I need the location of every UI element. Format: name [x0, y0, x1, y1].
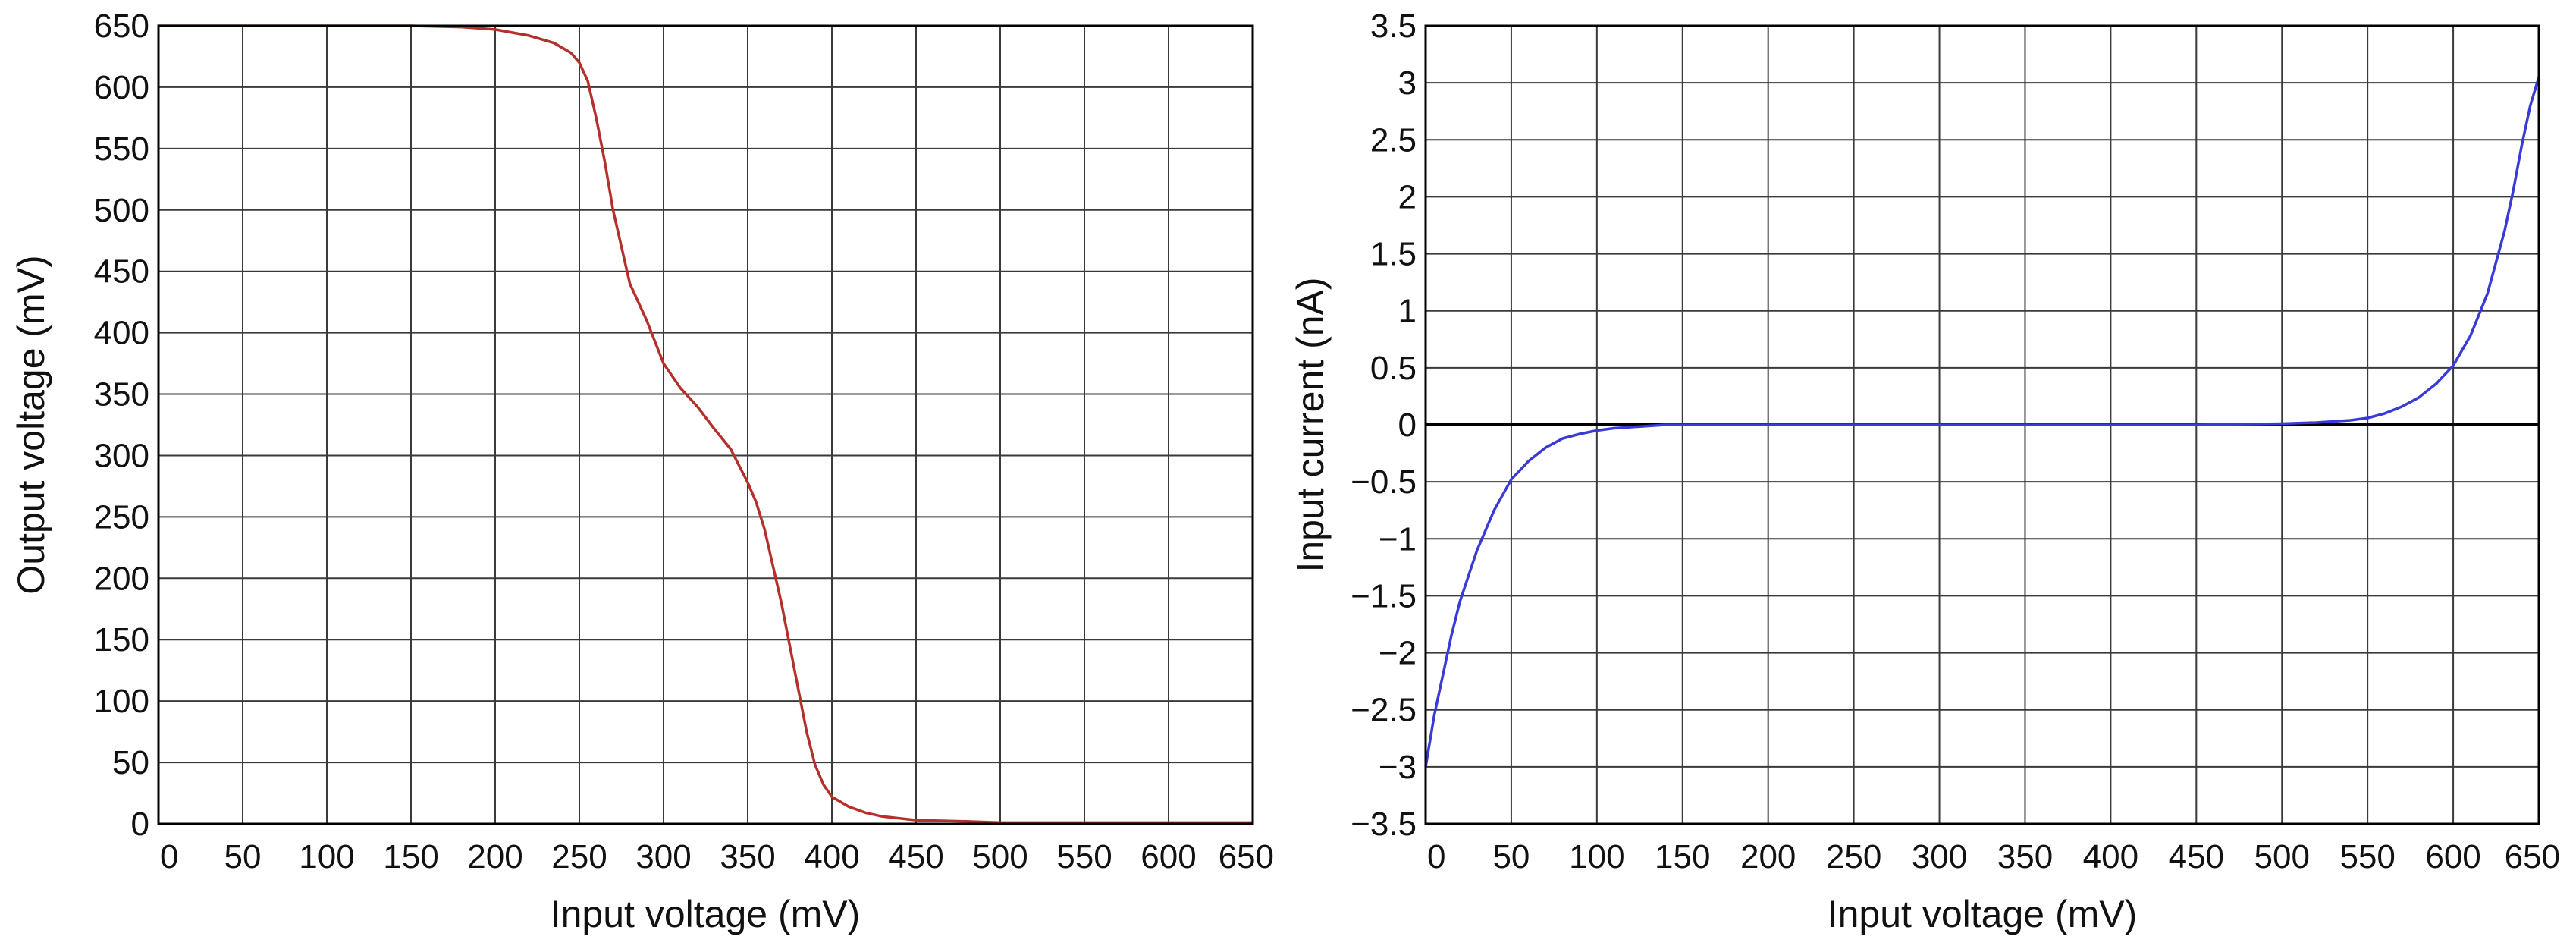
- y-axis-title: Input current (nA): [1289, 277, 1332, 572]
- y-tick-label: 350: [94, 376, 149, 413]
- x-tick-label: 500: [972, 838, 1028, 875]
- y-tick-label: −3.5: [1351, 806, 1417, 843]
- x-tick-label: 400: [804, 838, 859, 875]
- x-tick-label: 350: [720, 838, 775, 875]
- y-tick-label: 450: [94, 253, 149, 291]
- x-tick-label: 550: [2339, 838, 2395, 875]
- input-current-chart: 0 50 100 150 200 250 300 350 400 450 500 550 600 650 …: [1289, 8, 2560, 935]
- y-tick-label: 550: [94, 130, 149, 168]
- x-axis-title: Input voltage (mV): [551, 893, 861, 935]
- y-tick-label: 500: [94, 192, 149, 229]
- y-tick-label: 3.5: [1370, 8, 1417, 45]
- y-tick-label: −2.5: [1351, 692, 1417, 729]
- x-tick-label: 200: [467, 838, 522, 875]
- x-tick-label: 350: [1997, 838, 2053, 875]
- y-tick-label: 250: [94, 498, 149, 536]
- x-tick-label: 650: [1219, 838, 1274, 875]
- y-tick-label: 0: [1398, 407, 1417, 444]
- y-tick-label: 400: [94, 315, 149, 352]
- y-tick-label: 0: [131, 806, 149, 843]
- x-tick-label: 150: [1655, 838, 1710, 875]
- y-tick-label: 100: [94, 683, 149, 720]
- x-tick-label: 500: [2254, 838, 2310, 875]
- y-tick-label: 0.5: [1370, 350, 1417, 387]
- x-tick-label: 600: [1141, 838, 1196, 875]
- x-tick-label: 50: [224, 838, 262, 875]
- y-tick-label: 50: [112, 744, 149, 781]
- y-tick-label: −1.5: [1351, 577, 1417, 614]
- y-tick-label: 3: [1398, 64, 1417, 102]
- y-tick-label: −2: [1379, 635, 1417, 672]
- data-series-line: [1424, 77, 2540, 768]
- x-tick-label: 100: [1569, 838, 1624, 875]
- y-tick-label: 300: [94, 437, 149, 474]
- x-tick-label: 100: [299, 838, 354, 875]
- x-tick-label: 0: [1427, 838, 1445, 875]
- y-tick-label: 1: [1398, 293, 1417, 330]
- y-tick-label: 2.5: [1370, 121, 1417, 159]
- x-tick-label: 50: [1492, 838, 1530, 875]
- x-tick-label: 400: [2083, 838, 2138, 875]
- y-tick-label: 1.5: [1370, 236, 1417, 273]
- y-tick-label: 2: [1398, 178, 1417, 215]
- x-axis-title: Input voltage (mV): [1828, 893, 2138, 935]
- x-tick-label: 650: [2505, 838, 2560, 875]
- y-tick-label: 150: [94, 621, 149, 658]
- x-tick-label: 450: [2169, 838, 2224, 875]
- x-tick-label: 250: [551, 838, 607, 875]
- x-tick-label: 0: [160, 838, 178, 875]
- y-tick-label: −0.5: [1351, 464, 1417, 501]
- y-tick-label: −3: [1379, 749, 1417, 786]
- y-tick-label: 600: [94, 69, 149, 106]
- x-tick-label: 150: [383, 838, 438, 875]
- x-tick-label: 450: [888, 838, 943, 875]
- x-tick-label: 200: [1740, 838, 1796, 875]
- x-tick-label: 550: [1056, 838, 1112, 875]
- plot-frame: [1424, 24, 2540, 825]
- y-tick-label: 650: [94, 8, 149, 45]
- plot-frame: [157, 24, 1254, 825]
- y-tick-label: −1: [1379, 520, 1417, 558]
- x-tick-label: 300: [1912, 838, 1967, 875]
- x-tick-label: 250: [1826, 838, 1881, 875]
- output-voltage-chart: 0 50 100 150 200 250 300 350 400 450 500 550 600 650 …: [10, 8, 1274, 935]
- data-series-line: [158, 24, 1253, 825]
- plot-area: [158, 26, 1253, 824]
- y-tick-label: 200: [94, 560, 149, 597]
- y-axis-title: Output voltage (mV): [10, 255, 52, 594]
- x-tick-label: 600: [2425, 838, 2480, 875]
- x-tick-label: 300: [635, 838, 691, 875]
